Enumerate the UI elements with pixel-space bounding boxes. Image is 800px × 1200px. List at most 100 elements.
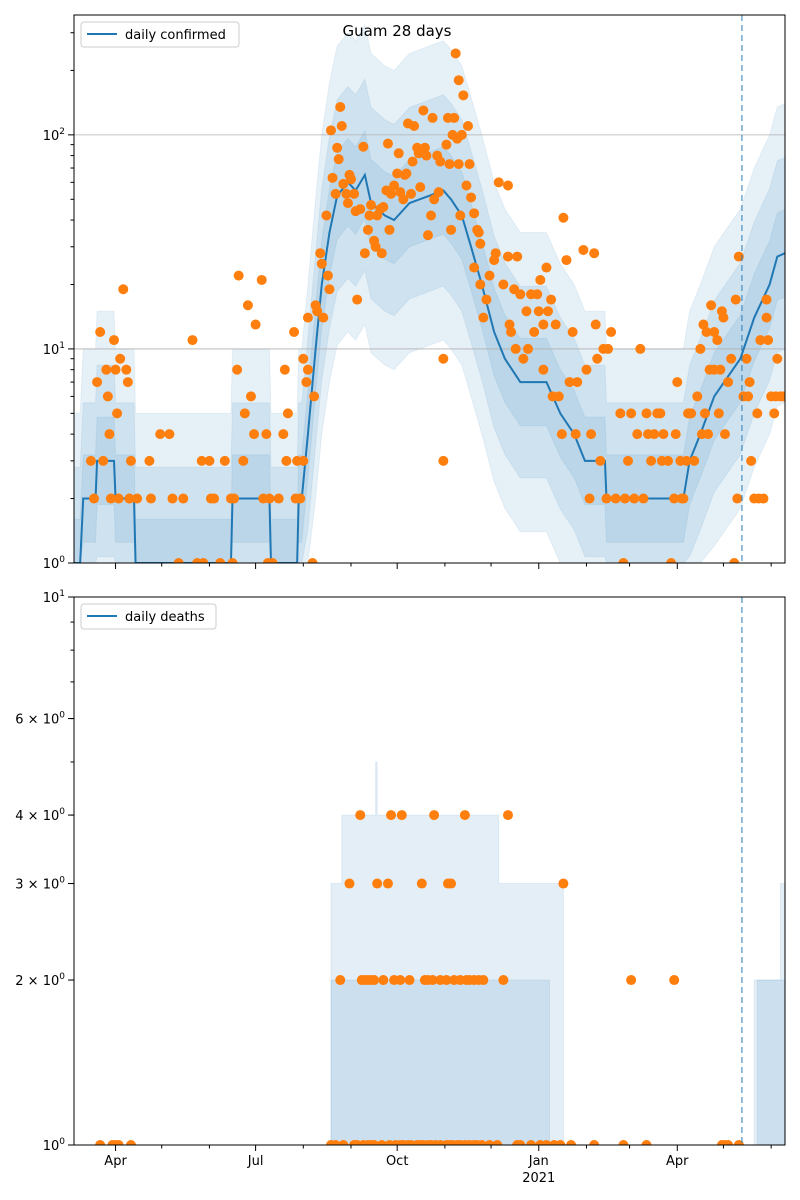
legend-confirmed: daily confirmed xyxy=(80,21,240,48)
observed-point xyxy=(109,335,120,346)
chart-title: Guam 28 days xyxy=(343,22,452,40)
observed-point xyxy=(315,248,326,259)
observed-point xyxy=(358,141,369,152)
observed-point xyxy=(610,493,621,504)
observed-point xyxy=(681,455,692,466)
observed-point xyxy=(506,326,517,337)
observed-point xyxy=(372,878,383,889)
observed-point xyxy=(461,180,472,191)
observed-point xyxy=(646,455,657,466)
observed-point xyxy=(338,1140,349,1145)
observed-point xyxy=(515,1140,526,1145)
observed-point xyxy=(586,429,597,440)
observed-point xyxy=(326,125,337,136)
observed-point xyxy=(510,343,521,354)
observed-point xyxy=(546,294,557,305)
observed-point xyxy=(316,258,327,269)
observed-point xyxy=(419,142,430,153)
observed-point xyxy=(355,204,366,215)
y-tick-label: 100 xyxy=(43,555,66,572)
observed-point xyxy=(456,129,467,140)
y-tick-exponent: 0 xyxy=(59,555,65,565)
observed-point xyxy=(752,408,763,419)
observed-point xyxy=(450,48,461,59)
observed-point xyxy=(719,429,730,440)
observed-point xyxy=(672,377,683,388)
observed-point xyxy=(729,558,740,563)
observed-point xyxy=(335,101,346,112)
observed-point xyxy=(144,455,155,466)
observed-point xyxy=(615,408,626,419)
observed-point xyxy=(713,408,724,419)
observed-point xyxy=(242,300,253,311)
observed-point xyxy=(638,493,649,504)
observed-point xyxy=(469,208,480,219)
observed-point xyxy=(330,188,341,199)
observed-point xyxy=(364,210,375,221)
observed-point xyxy=(669,493,680,504)
observed-point xyxy=(746,455,757,466)
y-tick-label: 6 × 100 xyxy=(15,711,65,728)
observed-point xyxy=(692,391,703,402)
observed-point xyxy=(110,364,121,375)
observed-point xyxy=(359,248,370,259)
observed-point xyxy=(382,138,393,149)
observed-point xyxy=(366,200,377,211)
observed-point xyxy=(362,224,373,235)
observed-point xyxy=(409,120,420,131)
observed-point xyxy=(187,335,198,346)
observed-point xyxy=(298,353,309,364)
observed-point xyxy=(458,90,469,101)
observed-point xyxy=(581,364,592,375)
observed-point xyxy=(772,353,783,364)
observed-point xyxy=(512,251,523,262)
observed-point xyxy=(730,294,741,305)
observed-point xyxy=(589,248,600,259)
observed-point xyxy=(595,455,606,466)
observed-point xyxy=(758,493,769,504)
observed-point xyxy=(641,408,652,419)
plot-area xyxy=(74,23,785,563)
uncertainty-band-1 xyxy=(74,77,785,563)
observed-point xyxy=(484,270,495,281)
observed-point xyxy=(415,182,426,193)
y-tick-exponent: 1 xyxy=(59,589,65,599)
observed-point xyxy=(492,1140,503,1145)
y-tick-base: 10 xyxy=(43,1139,60,1154)
observed-point xyxy=(427,975,438,986)
observed-point xyxy=(476,1140,487,1145)
observed-point xyxy=(426,210,437,221)
observed-point xyxy=(666,558,677,563)
observed-point xyxy=(678,493,689,504)
observed-point xyxy=(333,154,344,165)
observed-point xyxy=(726,353,737,364)
observed-point xyxy=(498,279,509,290)
observed-point xyxy=(444,159,455,170)
observed-point xyxy=(649,429,660,440)
y-tick-label: 102 xyxy=(43,127,65,144)
y-tick-base: 10 xyxy=(43,557,60,572)
observed-point xyxy=(655,408,666,419)
observed-point xyxy=(618,558,629,563)
observed-point xyxy=(433,187,444,198)
observed-point xyxy=(606,326,617,337)
observed-point xyxy=(113,493,124,504)
y-tick-label: 3 × 100 xyxy=(15,876,65,893)
legend-deaths: daily deaths xyxy=(80,603,217,630)
observed-point xyxy=(703,429,714,440)
observed-point xyxy=(301,377,312,388)
x-tick-label: Oct xyxy=(386,1154,408,1169)
observed-point xyxy=(396,810,407,821)
observed-point xyxy=(475,279,486,290)
observed-point xyxy=(95,326,106,337)
observed-point xyxy=(124,493,135,504)
x-tick-label: Apr xyxy=(104,1154,127,1169)
observed-point xyxy=(341,188,352,199)
observed-point xyxy=(438,353,449,364)
observed-point xyxy=(250,319,261,330)
observed-point xyxy=(626,975,637,986)
observed-point xyxy=(386,810,397,821)
plot-area xyxy=(95,761,785,1145)
observed-point xyxy=(395,975,406,986)
